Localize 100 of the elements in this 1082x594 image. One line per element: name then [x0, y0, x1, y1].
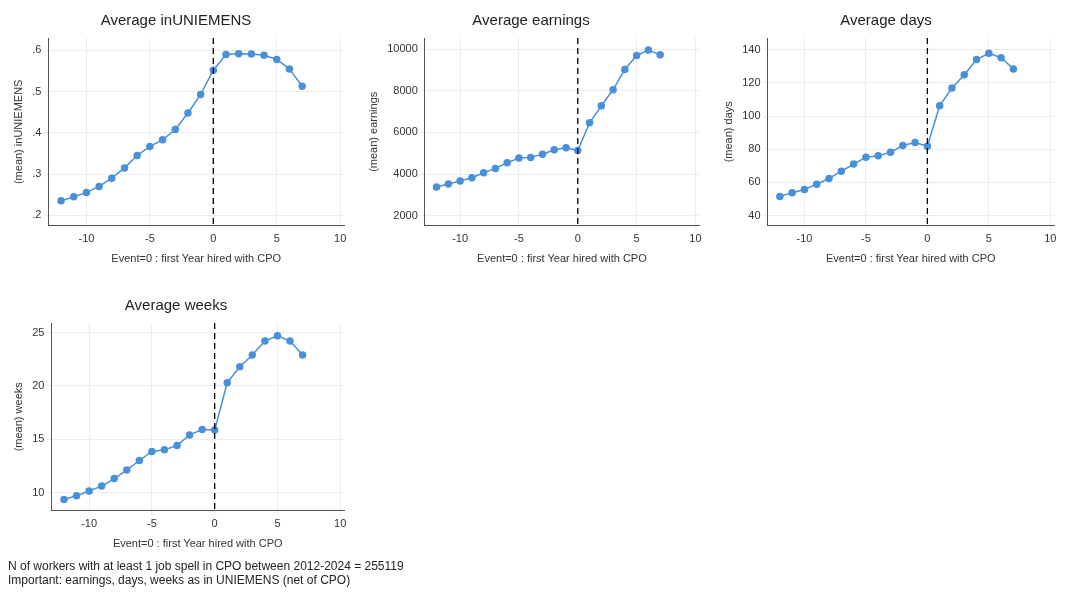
point: [223, 378, 231, 387]
point: [286, 337, 294, 345]
point: [788, 188, 796, 197]
point: [70, 192, 78, 201]
y-tick-label: 80: [748, 142, 761, 155]
x-tick-label: -10: [796, 232, 813, 245]
point: [148, 447, 156, 456]
x-tick-label: 5: [274, 517, 281, 530]
point: [538, 150, 547, 159]
point: [110, 474, 118, 483]
point: [108, 174, 116, 182]
y-axis-title: (mean) weeks: [11, 381, 24, 452]
point: [585, 119, 594, 127]
x-tick-label: 0: [924, 232, 931, 245]
point: [479, 169, 488, 177]
chart-title: Average days: [840, 11, 932, 29]
point: [644, 46, 653, 54]
y-tick-label: .4: [32, 125, 42, 138]
text: Important: earnings, days, weeks as in UNIEMENS (net of CPO): [8, 573, 351, 587]
point: [849, 160, 858, 168]
point: [273, 332, 282, 340]
point: [776, 192, 784, 201]
point: [456, 177, 464, 185]
y-axis-title: (mean) inUNIEMENS: [11, 79, 24, 185]
x-axis-title: Event=0 : first Year hired with CPO: [112, 537, 283, 550]
y-tick-label: 25: [32, 325, 45, 338]
point: [597, 102, 606, 110]
point: [899, 141, 907, 150]
point: [468, 174, 476, 182]
x-tick-label: 5: [273, 232, 280, 245]
point: [285, 65, 294, 73]
y-tick-label: 6000: [393, 125, 418, 138]
point: [800, 185, 809, 194]
y-tick-label: 120: [742, 75, 761, 88]
y-tick-label: 2000: [393, 208, 418, 221]
point: [82, 188, 91, 197]
point: [812, 180, 821, 189]
x-tick-label: -5: [514, 232, 524, 245]
y-tick-label: 100: [742, 109, 761, 122]
y-tick-label: 140: [742, 42, 761, 55]
point: [515, 154, 523, 162]
y-tick-label: 20: [32, 378, 45, 391]
point: [248, 351, 257, 359]
x-tick-label: 10: [334, 232, 347, 245]
y-tick-label: 10: [32, 485, 45, 498]
y-tick-label: .5: [32, 84, 42, 97]
point: [72, 492, 81, 500]
y-axis-title: (mean) days: [721, 100, 734, 163]
point: [198, 425, 206, 434]
point: [247, 50, 256, 58]
point: [85, 487, 93, 495]
text: N of workers with at least 1 job spell in CPO between 2012-2024 = 255119: [8, 559, 404, 573]
x-tick-label: 10: [689, 232, 702, 245]
point: [837, 167, 846, 176]
point: [1009, 65, 1018, 73]
point: [298, 351, 307, 359]
x-tick-label: -5: [144, 232, 155, 245]
point: [562, 144, 570, 152]
point: [874, 152, 882, 160]
point: [133, 151, 141, 160]
point: [273, 55, 281, 64]
y-tick-label: 60: [748, 175, 761, 188]
x-tick-label: -10: [452, 232, 469, 245]
y-axis-title: (mean) earnings: [366, 91, 379, 172]
point: [57, 197, 65, 205]
point: [886, 148, 895, 156]
point: [135, 456, 144, 465]
y-tick-label: .2: [32, 208, 42, 221]
x-axis-title: Event=0 : first Year hired with CPO: [477, 252, 648, 265]
x-axis-title: Event=0 : first Year hired with CPO: [825, 252, 997, 265]
y-tick-label: 4000: [393, 167, 418, 180]
point: [260, 51, 268, 60]
point: [656, 51, 664, 59]
x-tick-label: 5: [985, 232, 992, 245]
point: [120, 164, 129, 172]
x-tick-label: 10: [1044, 232, 1057, 245]
point: [444, 180, 453, 188]
point: [236, 362, 244, 371]
point: [173, 441, 181, 450]
point: [97, 482, 106, 490]
x-tick-label: -10: [78, 232, 95, 245]
y-tick-label: 15: [32, 432, 45, 445]
x-tick-label: 0: [574, 232, 581, 245]
chart-title: Average weeks: [124, 296, 228, 314]
y-tick-label: .6: [32, 43, 42, 56]
point: [298, 82, 306, 90]
x-tick-label: 5: [633, 232, 640, 245]
point: [935, 101, 944, 110]
point: [60, 495, 68, 504]
x-tick-label: 0: [211, 517, 218, 530]
point: [923, 142, 932, 150]
y-tick-label: 10000: [387, 42, 418, 55]
y-tick-label: 40: [748, 208, 761, 221]
point: [526, 153, 535, 162]
point: [261, 337, 269, 345]
point: [550, 145, 558, 154]
x-tick-label: -10: [81, 517, 98, 530]
point: [972, 55, 981, 64]
point: [911, 138, 919, 147]
point: [609, 86, 617, 94]
